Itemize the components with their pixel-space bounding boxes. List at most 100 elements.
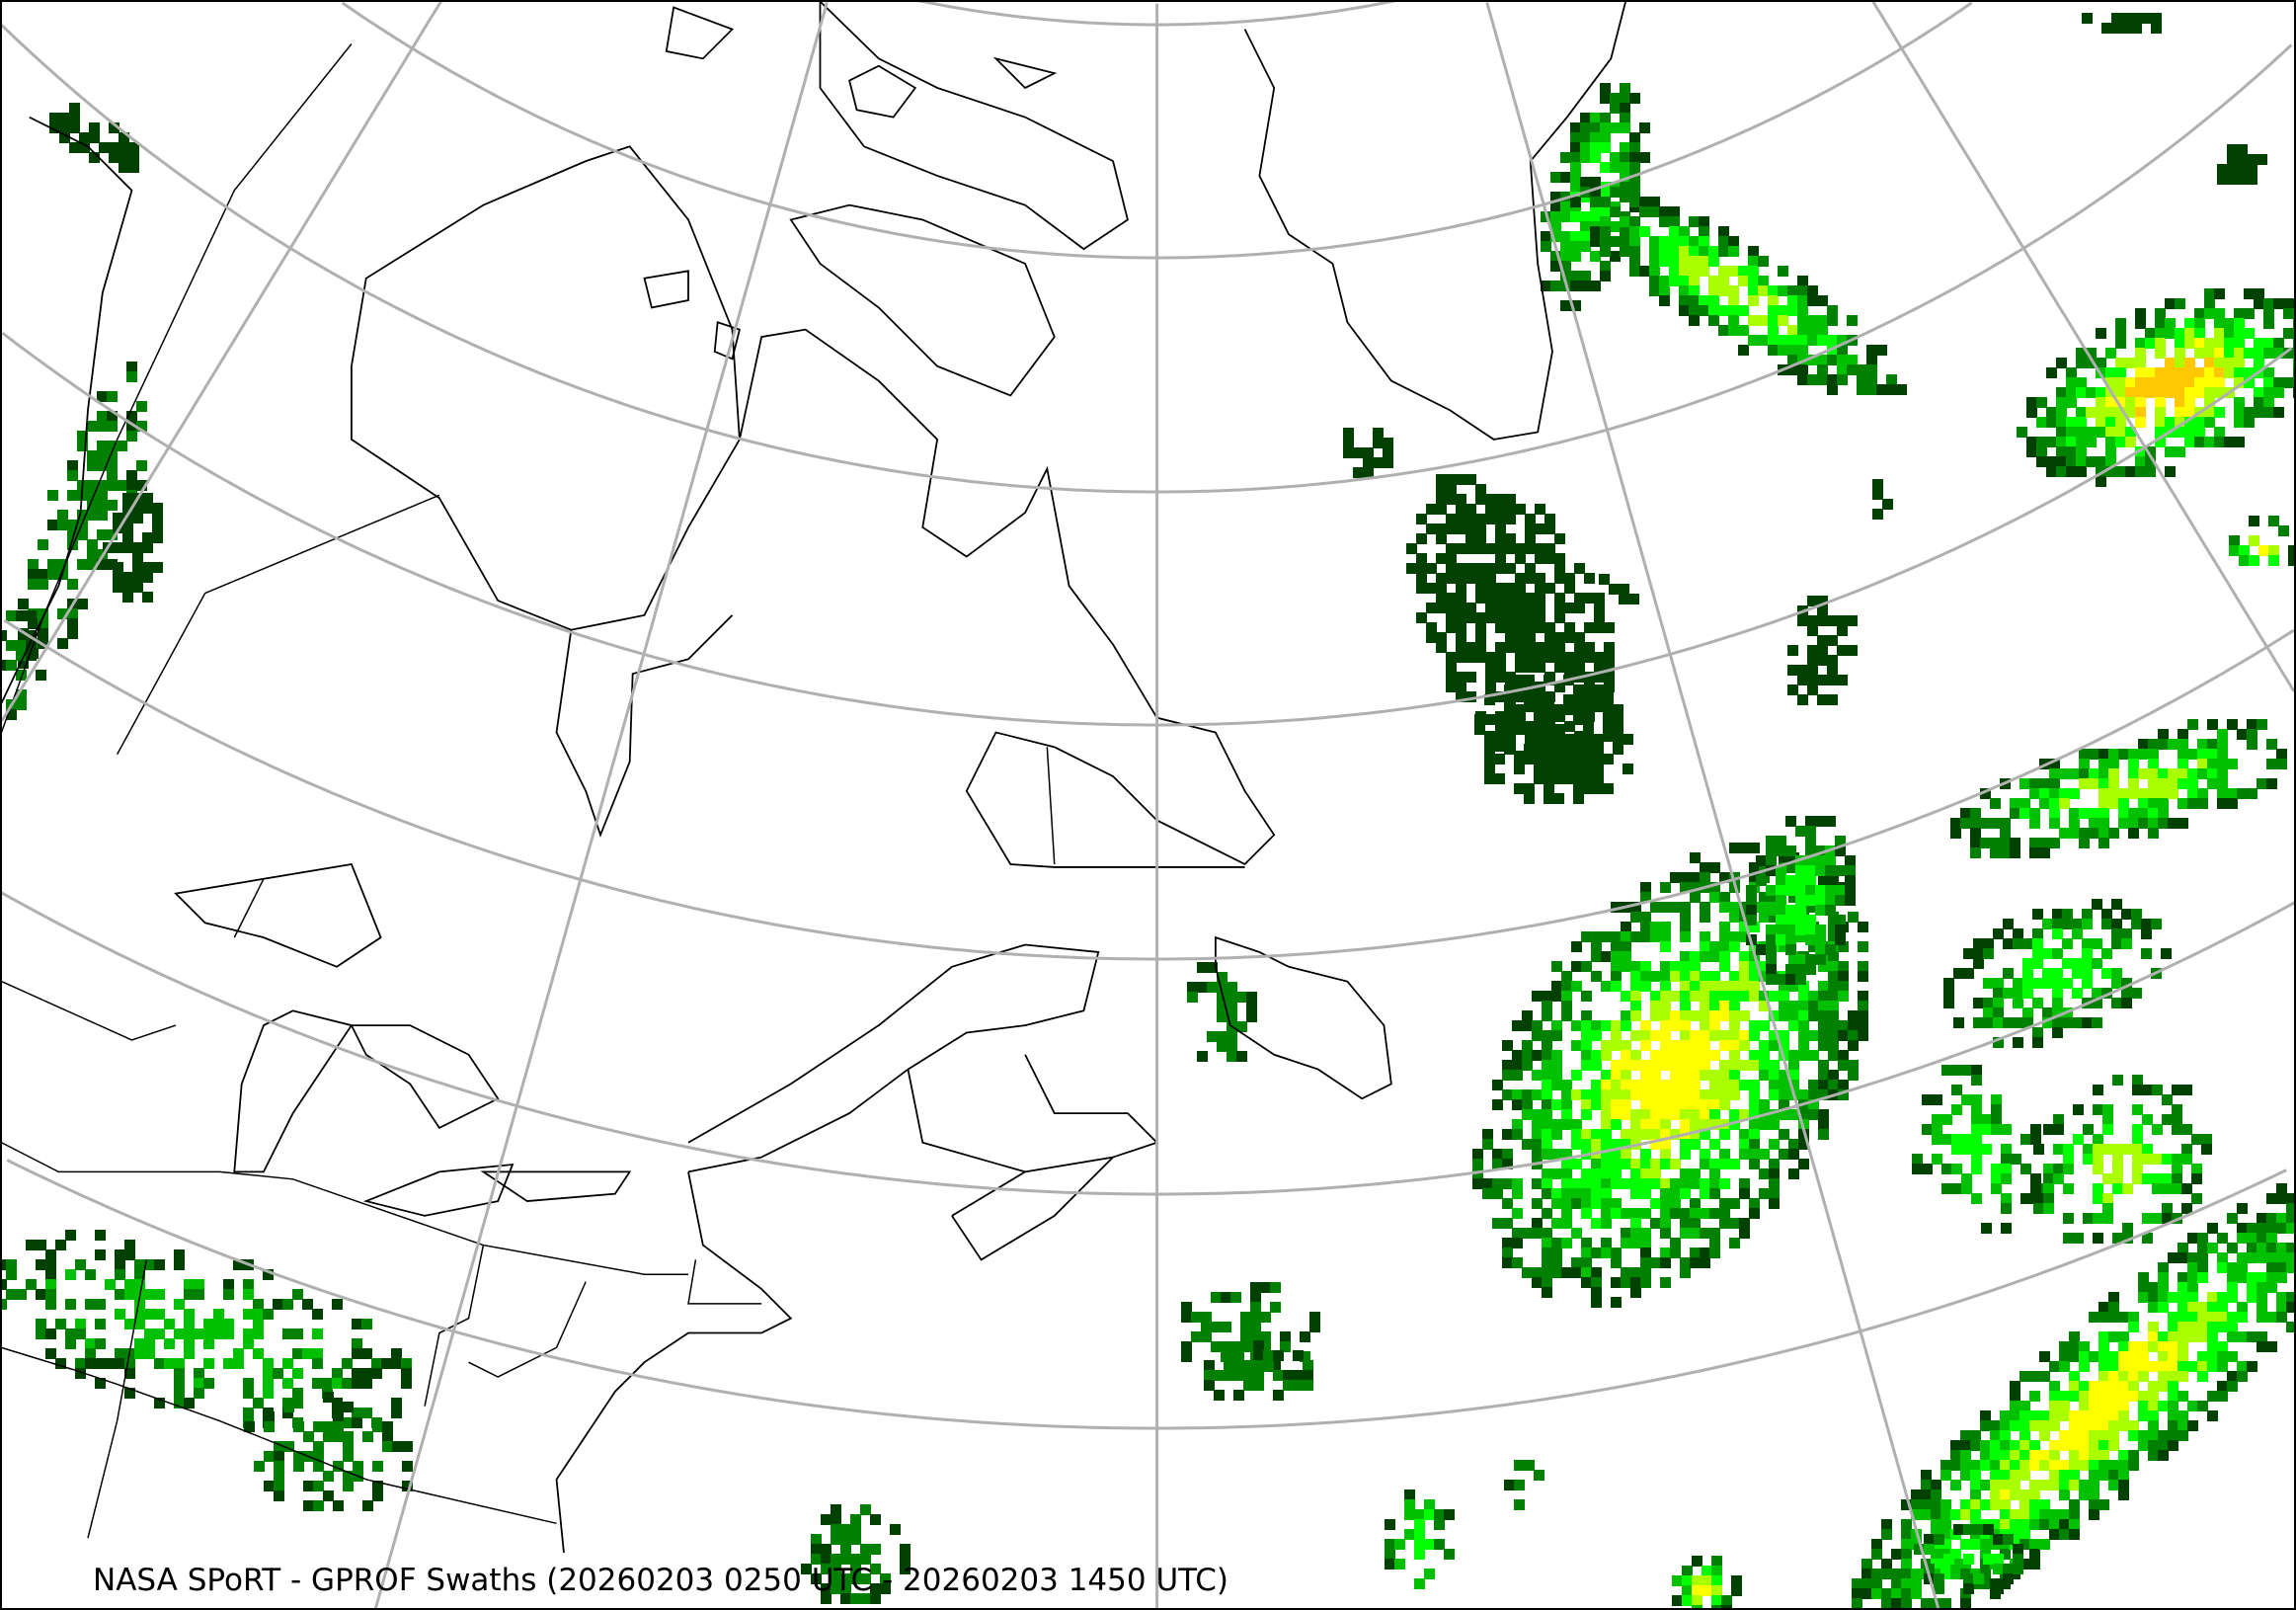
- precip-cell: [2059, 828, 2070, 839]
- precip-cell: [1525, 543, 1536, 554]
- precip-cell: [2177, 1430, 2188, 1441]
- precip-cell: [1207, 982, 1218, 993]
- precip-cell: [1815, 954, 1826, 965]
- precip-cell: [1951, 1164, 1962, 1174]
- precip-cell: [115, 1249, 125, 1260]
- precip-cell: [1835, 885, 1846, 896]
- precip-cell: [1649, 197, 1660, 207]
- precip-cell: [1564, 603, 1575, 613]
- precip-cell: [2158, 1430, 2169, 1441]
- precip-cell: [1561, 971, 1572, 982]
- precip-cell: [1779, 1089, 1789, 1100]
- precip-cell: [1690, 1198, 1701, 1209]
- precip-cell: [2111, 978, 2122, 989]
- precip-cell: [2168, 1331, 2178, 1342]
- precip-cell: [2187, 1272, 2198, 1283]
- precip-cell: [134, 1348, 145, 1359]
- precip-cell: [1990, 1430, 2001, 1441]
- precip-cell: [1495, 603, 1506, 613]
- precip-cell: [2069, 808, 2080, 819]
- precip-cell: [1700, 1119, 1710, 1130]
- precip-cell: [184, 1398, 195, 1409]
- precip-cell: [2079, 1401, 2090, 1411]
- precip-cell: [2069, 1391, 2080, 1402]
- precip-cell: [1857, 364, 1867, 375]
- precip-cell: [142, 493, 153, 504]
- precip-cell: [1590, 132, 1601, 143]
- precip-cell: [1436, 642, 1447, 653]
- precip-cell: [1583, 684, 1594, 695]
- precip-cell: [1769, 1139, 1780, 1150]
- precip-cell: [1766, 944, 1777, 955]
- precip-cell: [1700, 991, 1710, 1002]
- precip-cell: [1611, 951, 1622, 962]
- precip-cell: [2247, 1272, 2257, 1283]
- precip-cell: [2152, 1154, 2163, 1165]
- precip-cell: [1759, 991, 1770, 1002]
- precip-cell: [821, 1564, 831, 1574]
- precip-cell: [1828, 1001, 1839, 1011]
- precip-cell: [1571, 1178, 1582, 1189]
- precip-cell: [870, 1593, 881, 1604]
- precip-cell: [1604, 622, 1615, 633]
- precip-cell: [342, 1417, 353, 1428]
- precip-cell: [1669, 206, 1680, 217]
- precip-cell: [2056, 407, 2067, 418]
- precip-cell: [1719, 931, 1730, 942]
- precip-cell: [1571, 1257, 1582, 1268]
- precip-cell: [2227, 1312, 2238, 1323]
- precip-cell: [1512, 1178, 1523, 1189]
- precip-cell: [1630, 1001, 1641, 1011]
- precip-cell: [36, 670, 46, 681]
- precip-cell: [28, 618, 39, 629]
- precip-cell: [1201, 1322, 1212, 1332]
- precip-cell: [2128, 1420, 2139, 1431]
- precip-cell: [2105, 437, 2116, 447]
- precip-cell: [2158, 1440, 2169, 1451]
- precip-cell: [2125, 358, 2136, 368]
- precip-cell: [1689, 266, 1700, 277]
- precip-cell: [1590, 142, 1601, 153]
- precip-cell: [1960, 1509, 1971, 1520]
- precip-cell: [1719, 1208, 1730, 1219]
- precip-cell: [1385, 1549, 1395, 1560]
- precip-cell: [2010, 847, 2020, 858]
- precip-cell: [1502, 1129, 1513, 1140]
- precip-cell: [1650, 991, 1661, 1002]
- precip-cell: [136, 421, 147, 432]
- precip-cell: [2256, 1282, 2267, 1293]
- precip-cell: [1778, 305, 1788, 316]
- precip-cell: [1613, 714, 1623, 725]
- precip-cell: [2003, 968, 2014, 979]
- precip-cell: [1719, 1030, 1730, 1041]
- precip-cell: [1729, 941, 1740, 952]
- precip-cell: [87, 450, 98, 461]
- precip-cell: [2052, 948, 2063, 959]
- precip-cell: [313, 1441, 324, 1452]
- precip-cell: [2214, 427, 2225, 438]
- precip-cell: [253, 1328, 264, 1339]
- precip-cell: [6, 640, 17, 651]
- precip-cell: [1838, 981, 1849, 992]
- precip-cell: [1456, 523, 1466, 534]
- precip-cell: [1807, 295, 1818, 306]
- precip-cell: [1524, 793, 1535, 804]
- precip-cell: [2234, 437, 2245, 447]
- precip-cell: [313, 1421, 324, 1432]
- precip-cell: [2059, 1489, 2070, 1500]
- precip-cell: [1670, 1089, 1681, 1100]
- precip-cell: [1993, 978, 2004, 989]
- precip-cell: [2128, 768, 2139, 779]
- precip-cell: [1749, 1030, 1760, 1041]
- precip-cell: [1505, 543, 1516, 554]
- precip-cell: [1456, 682, 1466, 692]
- precip-cell: [1446, 652, 1457, 663]
- precip-cell: [1758, 285, 1769, 296]
- precip-cell: [1807, 655, 1818, 666]
- precip-cell: [263, 1309, 274, 1320]
- precip-cell: [2273, 348, 2284, 359]
- precip-cell: [382, 1431, 393, 1442]
- precip-cell: [1692, 1605, 1702, 1610]
- precip-cell: [2177, 1331, 2188, 1342]
- precip-cell: [1227, 1041, 1237, 1052]
